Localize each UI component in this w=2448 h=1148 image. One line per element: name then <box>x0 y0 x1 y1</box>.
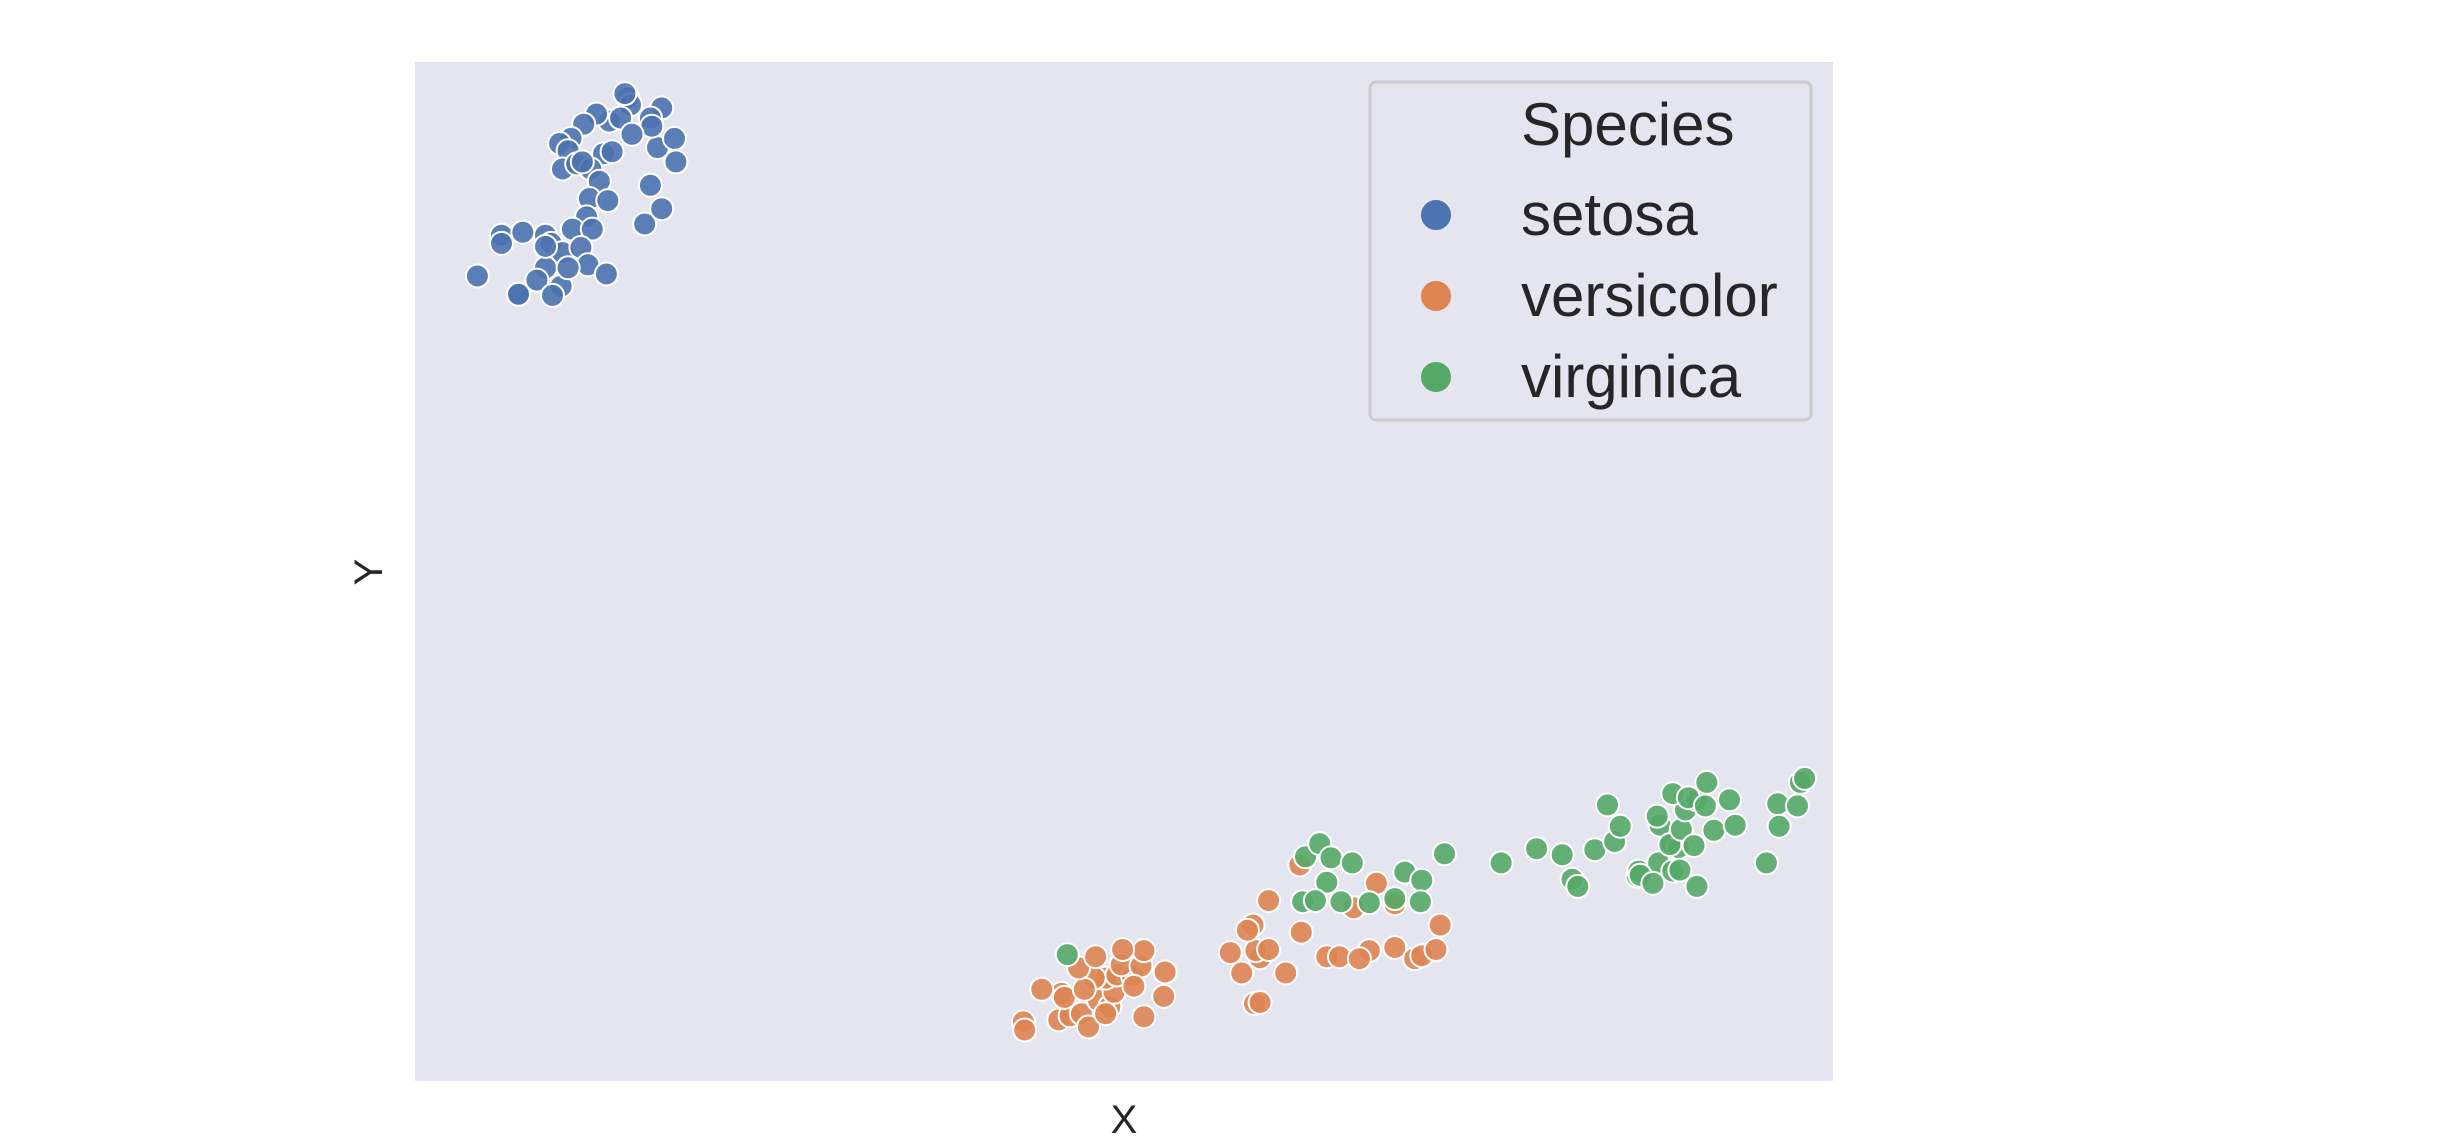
data-point-setosa <box>612 81 638 107</box>
legend-label-virginica: virginica <box>1521 343 1742 410</box>
data-point-virginica <box>1302 888 1328 914</box>
data-point-virginica <box>1524 836 1550 862</box>
legend-entry-versicolor: versicolor <box>1421 262 1778 329</box>
data-point-versicolor <box>1110 937 1136 962</box>
legend-marker-virginica <box>1421 362 1451 392</box>
legend-label-versicolor: versicolor <box>1521 262 1778 329</box>
data-point-virginica <box>1318 845 1344 871</box>
data-point-virginica <box>1328 889 1354 915</box>
data-point-virginica <box>1314 869 1340 895</box>
data-point-virginica <box>1694 769 1720 795</box>
y-axis-label: Y <box>347 559 391 586</box>
data-point-versicolor <box>1151 983 1177 1009</box>
data-point-virginica <box>1565 873 1591 899</box>
data-point-virginica <box>1432 841 1457 867</box>
data-point-setosa <box>540 282 565 308</box>
legend-entries: setosa versicolor virginica <box>1421 181 1778 410</box>
data-point-virginica <box>1339 850 1365 876</box>
data-point-versicolor <box>1071 976 1097 1002</box>
series-setosa <box>464 81 689 308</box>
data-point-setosa <box>662 125 687 151</box>
data-point-setosa <box>649 196 675 222</box>
data-point-virginica <box>1792 765 1818 791</box>
data-point-versicolor <box>1273 960 1299 986</box>
series-virginica <box>1054 765 1818 968</box>
data-point-versicolor <box>1076 1014 1101 1040</box>
data-point-setosa <box>510 219 536 245</box>
data-point-virginica <box>1595 792 1620 818</box>
legend-entry-setosa: setosa <box>1421 181 1698 248</box>
data-point-virginica <box>1488 850 1514 876</box>
data-point-versicolor <box>1083 944 1109 970</box>
data-point-setosa <box>599 139 625 165</box>
data-point-setosa <box>533 233 558 259</box>
data-point-setosa <box>569 149 595 175</box>
data-point-virginica <box>1766 813 1792 839</box>
data-point-versicolor <box>1093 1001 1119 1027</box>
data-point-setosa <box>593 261 619 287</box>
legend-box <box>1368 80 1813 422</box>
legend: Species setosa versicolor virginica <box>1368 80 1813 422</box>
data-point-versicolor <box>1029 976 1055 1002</box>
data-point-virginica <box>1667 857 1693 883</box>
data-point-setosa <box>619 121 645 147</box>
data-point-versicolor <box>1152 959 1178 985</box>
data-point-virginica <box>1692 793 1718 819</box>
data-point-versicolor <box>1427 912 1453 938</box>
legend-marker-setosa <box>1421 200 1451 230</box>
data-point-virginica <box>1722 812 1748 838</box>
data-point-versicolor <box>1012 1017 1038 1043</box>
data-point-setosa <box>637 172 663 198</box>
data-point-virginica <box>1607 813 1633 839</box>
legend-label-setosa: setosa <box>1521 181 1698 248</box>
data-point-virginica <box>1753 850 1779 876</box>
x-axis-label: X <box>1111 1098 1138 1142</box>
legend-marker-versicolor <box>1421 281 1451 311</box>
data-point-versicolor <box>1131 1004 1157 1030</box>
data-point-setosa <box>489 230 514 256</box>
data-point-virginica <box>1356 890 1382 916</box>
data-point-virginica <box>1382 886 1408 912</box>
data-point-versicolor <box>1346 946 1372 972</box>
data-point-virginica <box>1640 870 1666 896</box>
data-point-setosa <box>506 281 531 307</box>
data-point-setosa <box>579 216 605 242</box>
data-point-versicolor <box>1217 940 1243 966</box>
legend-entry-virginica: virginica <box>1421 343 1742 410</box>
data-point-versicolor <box>1247 990 1273 1015</box>
data-point-virginica <box>1684 873 1710 899</box>
data-point-virginica <box>1644 803 1670 829</box>
data-point-virginica <box>1409 867 1435 893</box>
data-point-versicolor <box>1234 917 1260 943</box>
data-point-setosa <box>464 263 490 289</box>
data-point-setosa <box>555 255 581 281</box>
data-point-versicolor <box>1288 919 1314 945</box>
data-point-setosa <box>632 211 658 237</box>
legend-title: Species <box>1521 91 1734 158</box>
data-point-versicolor <box>1229 960 1255 986</box>
data-point-versicolor <box>1423 937 1449 962</box>
data-point-virginica <box>1407 889 1433 915</box>
data-point-versicolor <box>1121 973 1147 999</box>
data-point-virginica <box>1681 833 1707 859</box>
data-point-versicolor <box>1382 935 1408 960</box>
data-point-versicolor <box>1256 888 1282 914</box>
series-versicolor <box>1010 852 1453 1043</box>
data-point-versicolor <box>1131 938 1157 964</box>
data-point-setosa <box>524 267 550 293</box>
data-point-virginica <box>1785 793 1810 819</box>
data-point-virginica <box>1717 787 1742 813</box>
data-point-virginica <box>1701 817 1727 843</box>
data-point-virginica <box>1549 842 1575 868</box>
data-point-setosa <box>595 188 621 214</box>
data-point-versicolor <box>1256 937 1282 962</box>
data-point-virginica <box>1054 942 1080 968</box>
points-layer <box>464 81 1818 1043</box>
